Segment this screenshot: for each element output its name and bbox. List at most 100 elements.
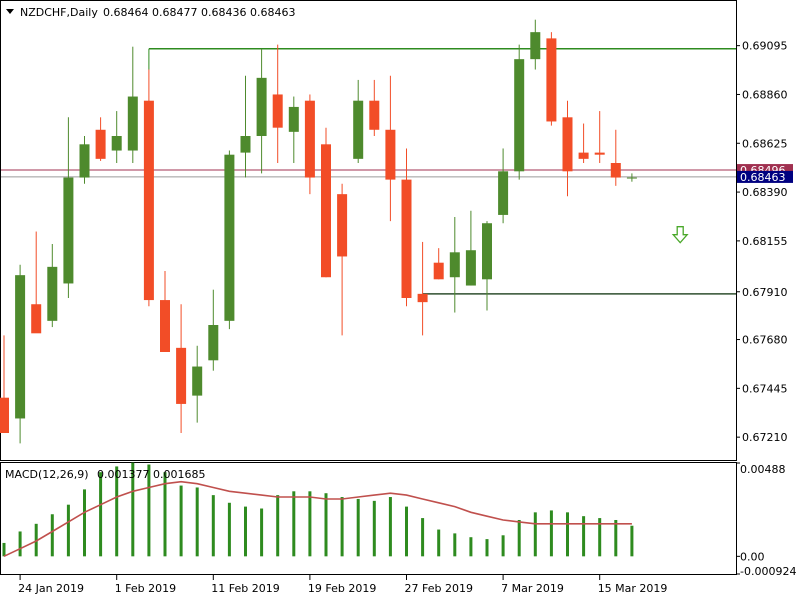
price-axis: 0.69095 0.68860 0.68625 0.68390 0.68155 0.679… [736, 40, 788, 444]
candle-body [224, 154, 235, 321]
macd-bar [147, 464, 151, 557]
candle-body [240, 136, 251, 153]
macd-bar [630, 525, 634, 557]
macd-bar [501, 535, 505, 557]
candle-body [417, 293, 428, 303]
candle [111, 111, 122, 163]
candle-body [498, 171, 509, 215]
candle-body [385, 129, 396, 180]
candle [288, 96, 299, 163]
candle [498, 148, 509, 224]
candle-body [562, 117, 573, 172]
chevron-down-icon[interactable] [6, 9, 14, 14]
time-tick-label: 11 Feb 2019 [211, 582, 279, 595]
time-tick-label: 1 Feb 2019 [115, 582, 176, 595]
current-price-badge-label: 0.68463 [740, 171, 786, 184]
candle-body [63, 177, 74, 284]
macd-bar [340, 497, 344, 557]
macd-axis: 0.00488 0.00 -0.000924 [736, 462, 796, 578]
candle [482, 221, 492, 311]
macd-bar [244, 506, 247, 557]
macd-bar [517, 519, 521, 557]
macd-bar [276, 495, 280, 557]
candle-body [95, 129, 106, 159]
macd-bar [211, 495, 215, 557]
candle [47, 244, 58, 328]
macd-bar [437, 529, 441, 557]
macd-bar [582, 516, 586, 557]
candle-body [610, 163, 621, 178]
macd-bar [18, 531, 22, 557]
candle [369, 79, 380, 136]
macd-bar [260, 508, 264, 557]
candle [0, 335, 9, 433]
candle-body [304, 100, 315, 178]
candle [449, 217, 460, 313]
symbol-timeframe: NZDCHF,Daily [20, 6, 98, 19]
macd-bar [179, 485, 183, 557]
candle-body [288, 106, 299, 132]
price-tick-label: 0.68860 [742, 88, 788, 101]
candle [143, 69, 154, 307]
macd-bar [195, 487, 199, 557]
macd-bar [324, 493, 328, 557]
candle [95, 117, 106, 161]
candle-body [272, 94, 283, 128]
candle-body [530, 32, 541, 60]
candle [63, 117, 74, 298]
time-tick-label: 27 Feb 2019 [405, 582, 473, 595]
candle-body [15, 275, 26, 419]
macd-readout: 0.001377 0.001685 [97, 468, 205, 481]
candle [530, 19, 541, 70]
candle [240, 75, 251, 178]
candle-body [514, 59, 525, 172]
candle [304, 94, 315, 195]
price-tick-label: 0.69095 [742, 40, 788, 53]
macd-bar [388, 497, 392, 557]
candle-body [0, 397, 9, 433]
candle [176, 304, 187, 433]
candle-body [143, 100, 154, 301]
candle-body [626, 177, 637, 179]
macd-bar [83, 489, 86, 557]
candle-body [482, 223, 492, 280]
macd-pane-frame [0, 462, 737, 575]
candle [224, 150, 235, 330]
candle-body [546, 38, 557, 122]
candle-body [79, 144, 90, 178]
candle [465, 210, 476, 286]
candle [256, 48, 267, 174]
candle [514, 44, 525, 180]
candle-body [465, 250, 476, 286]
macd-bar [66, 504, 70, 557]
price-tick-label: 0.67910 [742, 286, 788, 299]
candle [546, 32, 557, 126]
macd-bar [356, 498, 360, 557]
candle [272, 44, 283, 163]
macd-bar [2, 542, 6, 557]
candle [127, 46, 138, 163]
time-tick-label: 24 Jan 2019 [18, 582, 84, 595]
candle-body [31, 304, 42, 334]
candle-body [176, 347, 187, 404]
candles [0, 19, 637, 444]
macd-title: MACD(12,26,9) [5, 468, 89, 481]
candle-body [369, 100, 380, 130]
candle [562, 100, 573, 197]
macd-bar [50, 514, 54, 557]
macd-bar [469, 537, 473, 557]
macd-bar [485, 539, 489, 557]
candle-body [433, 262, 444, 280]
macd-bar [115, 466, 119, 557]
candle-body [160, 300, 170, 352]
candle-body [353, 100, 364, 159]
candle-body [594, 152, 605, 155]
time-axis: 24 Jan 2019 1 Feb 2019 11 Feb 2019 19 Feb 2… [18, 575, 667, 595]
ohlc-readout: 0.68464 0.68477 0.68436 0.68463 [103, 6, 295, 19]
price-tick-label: 0.68155 [742, 235, 788, 248]
main-pane-frame [0, 0, 737, 461]
candle-body [47, 266, 58, 321]
